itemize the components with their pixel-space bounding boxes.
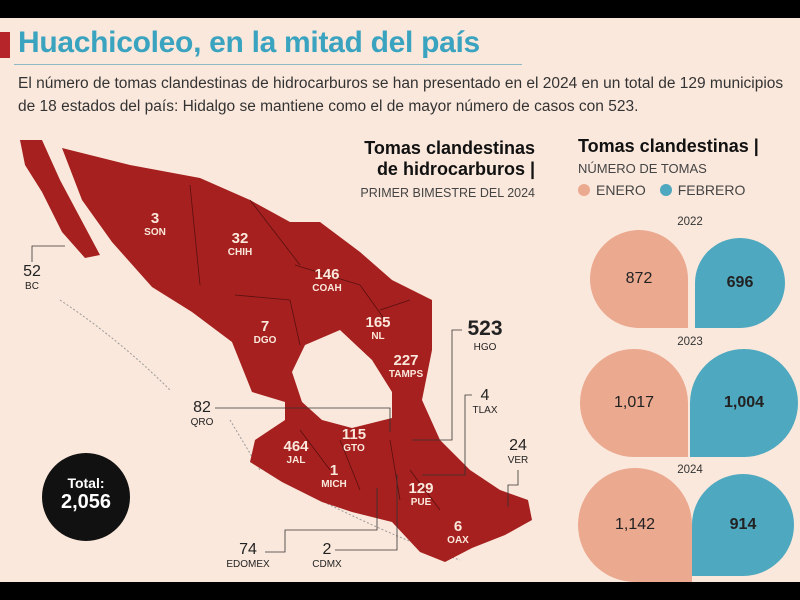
total-label: Total: — [67, 475, 105, 491]
state-label-coah: 146 COAH — [312, 266, 342, 294]
callout-bc: 52 BC — [23, 263, 41, 293]
comparison-subheading: NÚMERO DE TOMAS — [578, 161, 707, 176]
title-accent-bar — [0, 32, 10, 58]
callout-edomex: 74 EDOMEX — [226, 541, 270, 571]
state-label-jal: 464 JAL — [283, 438, 309, 466]
legend-enero-swatch — [578, 184, 590, 196]
state-label-son: 3 SON — [144, 210, 166, 238]
drop-2023-enero: 1,017 — [580, 349, 688, 457]
year-label-2023: 2023 — [677, 336, 703, 348]
map-inland-gap — [292, 330, 392, 428]
map-header: Tomas clandestinas de hidrocarburos | PR… — [345, 138, 535, 200]
callout-lines — [31, 245, 519, 553]
map-baja-california — [20, 140, 100, 258]
comparison-heading: Tomas clandestinas | — [578, 136, 759, 156]
state-borders — [189, 184, 441, 511]
total-value: 2,056 — [60, 491, 112, 513]
total-badge: Total: 2,056 — [42, 453, 130, 541]
callout-ver: 24 VER — [507, 437, 529, 467]
map-subheading: PRIMER BIMESTRE DEL 2024 — [360, 186, 535, 200]
legend-enero: ENERO — [578, 182, 646, 198]
state-label-chih: 32 CHIH — [227, 230, 253, 258]
callout-cdmx: 2 CDMX — [312, 541, 342, 571]
callout-tlax: 4 TLAX — [472, 387, 498, 417]
page-title: Huachicoleo, en la mitad del país — [18, 26, 480, 59]
drop-2024-enero: 1,142 — [578, 468, 692, 582]
mexico-map — [20, 140, 532, 562]
map-heading-line2: de hidrocarburos | — [376, 159, 535, 179]
legend-febrero-swatch — [659, 184, 672, 196]
callout-qro: 82 QRO — [190, 399, 214, 429]
legend: ENERO FEBRERO — [578, 182, 759, 198]
drop-2022-enero: 872 — [590, 230, 688, 328]
state-label-mich: 1 MICH — [321, 462, 347, 490]
intro-text: El número de tomas clandestinas de hidro… — [18, 75, 784, 115]
state-label-tamps: 227 TAMPS — [388, 352, 424, 380]
callout-hgo: 523 HGO — [467, 317, 503, 354]
drop-2022-febrero: 696 — [695, 238, 785, 328]
title-divider — [14, 64, 522, 65]
state-label-nl: 165 NL — [365, 314, 391, 342]
drop-2024-febrero: 914 — [692, 474, 794, 576]
state-label-dgo: 7 DGO — [253, 318, 277, 346]
year-label-2022: 2022 — [677, 216, 703, 228]
map-heading-line1: Tomas clandestinas — [364, 138, 535, 158]
state-label-gto: 115 GTO — [341, 426, 367, 454]
legend-febrero: FEBRERO — [659, 182, 745, 198]
map-mainland — [62, 148, 532, 562]
year-label-2024: 2024 — [677, 464, 703, 476]
infographic: Huachicoleo, en la mitad del país El núm… — [0, 18, 800, 582]
state-label-oax: 6 OAX — [447, 518, 469, 546]
comparison-header: Tomas clandestinas | NÚMERO DE TOMAS ENE… — [578, 136, 759, 198]
drop-2023-febrero: 1,004 — [690, 349, 798, 457]
state-label-pue: 129 PUE — [408, 480, 434, 508]
